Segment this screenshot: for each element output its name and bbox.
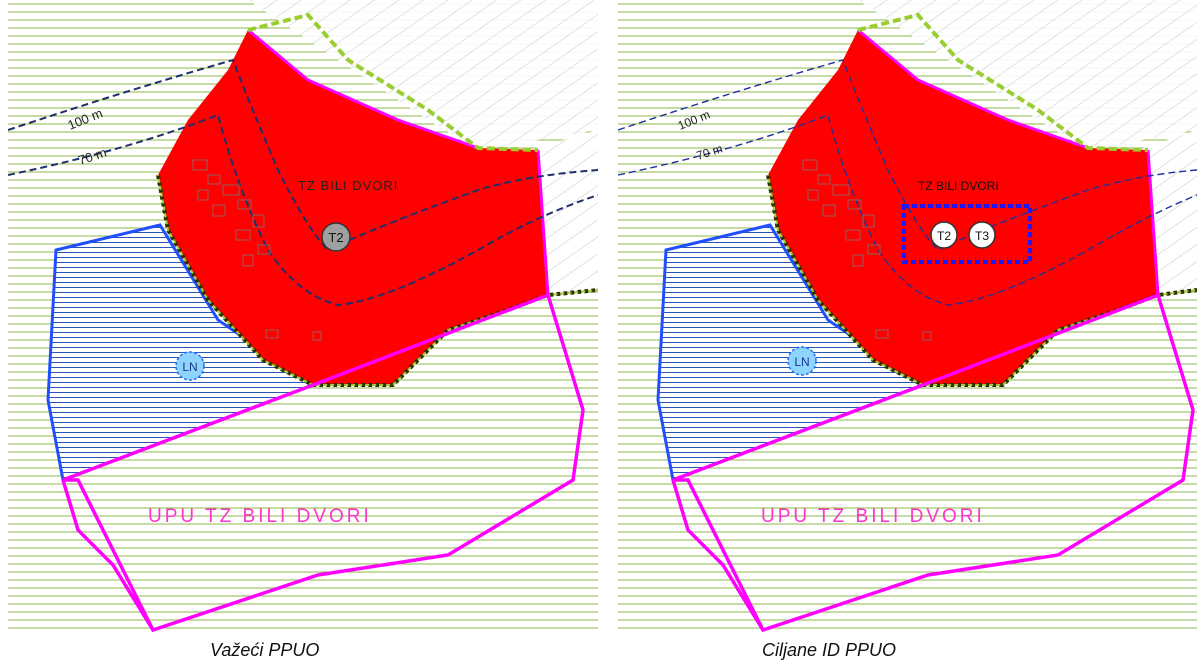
caption-target: Ciljane ID PPUO <box>762 640 897 660</box>
contour-line-70m <box>8 113 598 307</box>
zone-boundary-magenta <box>247 28 479 150</box>
marker-ln[interactable]: LN <box>787 346 817 376</box>
map-current: TZ BILI DVORI UPU TZ BILI DVORI 100 m 70… <box>8 0 598 635</box>
zone-boundary-magenta-right <box>1146 149 1160 296</box>
contour-line-70m <box>618 114 1197 306</box>
building-clusters <box>192 159 322 341</box>
zone-boundary-green-dashed <box>247 12 539 152</box>
zone-label: TZ BILI DVORI <box>298 178 398 193</box>
change-highlight-box <box>902 204 1032 264</box>
upu-boundary-west <box>61 479 155 631</box>
marker-ln-label: LN <box>794 355 809 369</box>
building-clusters <box>802 159 932 341</box>
upu-boundary <box>62 292 585 633</box>
marker-t3-label: T3 <box>975 229 989 243</box>
marker-ln[interactable]: LN <box>175 351 205 381</box>
marker-t2-label: T2 <box>328 230 343 245</box>
zone-boundary-green-dashed <box>857 12 1149 152</box>
parcel-area-topright <box>858 0 1197 150</box>
upu-boundary-west <box>671 479 765 631</box>
upu-label: UPU TZ BILI DVORI <box>148 506 372 527</box>
marker-t3[interactable]: T3 <box>968 221 996 249</box>
zone-boundary-magenta-right <box>536 149 550 296</box>
zone-label: TZ BILI DVORI <box>918 179 999 193</box>
marker-t2[interactable]: T2 <box>930 221 958 249</box>
marker-ln-label: LN <box>182 360 197 374</box>
zone-boundary-magenta <box>857 28 1089 150</box>
upu-boundary <box>672 292 1195 633</box>
caption-current: Važeći PPUO <box>210 640 320 660</box>
map-panel-current: TZ BILI DVORI UPU TZ BILI DVORI 100 m 70… <box>8 0 598 635</box>
marker-t2[interactable]: T2 <box>321 222 351 252</box>
map-target: TZ BILI DVORI UPU TZ BILI DVORI 100 m 70… <box>618 0 1197 635</box>
parcel-area-topleft <box>8 0 238 160</box>
map-panel-target: TZ BILI DVORI UPU TZ BILI DVORI 100 m 70… <box>618 0 1197 635</box>
marker-t2-label: T2 <box>937 229 951 243</box>
contour-line-100m <box>8 58 598 252</box>
upu-label: UPU TZ BILI DVORI <box>761 506 985 527</box>
parcel-area-topright <box>248 0 598 150</box>
